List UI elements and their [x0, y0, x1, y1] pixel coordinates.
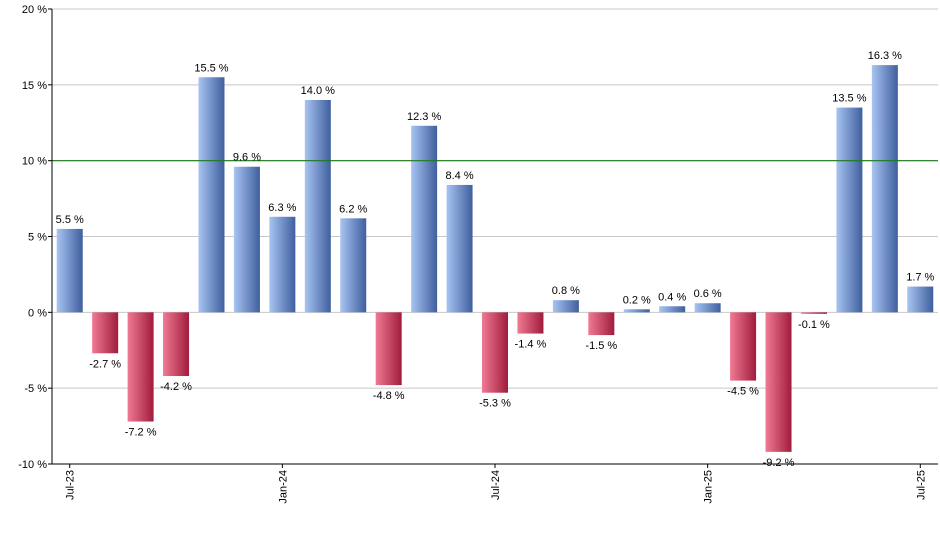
bars: [56, 65, 934, 452]
bar: [269, 216, 296, 313]
grid-lines: [52, 8, 938, 465]
data-label: 14.0 %: [301, 85, 335, 97]
bar: [56, 228, 83, 313]
x-tick-label: Jul-23: [65, 470, 77, 500]
x-tick-label: Jan-24: [277, 470, 289, 504]
data-label: 0.2 %: [623, 294, 651, 306]
data-label: 13.5 %: [832, 93, 866, 105]
data-label: -4.8 %: [373, 390, 405, 402]
bar: [340, 218, 367, 313]
bar: [446, 184, 473, 313]
bar: [127, 312, 154, 422]
data-label: 5.5 %: [56, 214, 84, 226]
data-label: 6.2 %: [339, 203, 367, 215]
bar: [233, 166, 260, 313]
data-label: 0.4 %: [658, 291, 686, 303]
bar: [482, 312, 508, 393]
bar: [552, 300, 579, 313]
bar: [517, 312, 544, 334]
bar: [163, 312, 190, 377]
y-tick-label: 10 %: [22, 156, 47, 168]
data-label: -4.5 %: [727, 386, 759, 398]
data-label: -5.3 %: [479, 398, 511, 410]
bar: [836, 107, 863, 313]
bar: [800, 312, 827, 314]
data-label: 0.8 %: [552, 285, 580, 297]
bar: [730, 312, 757, 381]
data-label: -1.4 %: [515, 339, 547, 351]
data-label: -7.2 %: [125, 427, 157, 439]
bar: [871, 65, 898, 313]
bar: [411, 125, 438, 313]
bar: [765, 312, 792, 452]
bar: [694, 303, 721, 313]
bar: [659, 306, 686, 313]
y-tick-label: -10 %: [18, 459, 47, 471]
x-tick-label: Jan-25: [703, 470, 715, 504]
bar: [623, 309, 650, 313]
y-tick-label: 20 %: [22, 4, 47, 16]
bar: [375, 312, 402, 386]
data-label: -2.7 %: [89, 358, 121, 370]
data-label: 8.4 %: [445, 170, 473, 182]
y-tick-label: -5 %: [24, 383, 47, 395]
axes: 20 % 15 % 10 % 5 % 0 % -5 % -10 % Jul-23 Jan-24 J…: [18, 4, 938, 504]
data-label: -0.1 %: [798, 319, 830, 331]
x-tick-label: Jul-25: [915, 470, 927, 500]
bar: [588, 312, 615, 336]
bar: [92, 312, 119, 354]
bar: [907, 286, 934, 313]
data-label: 9.6 %: [233, 152, 261, 164]
data-label: 12.3 %: [407, 111, 441, 123]
y-tick-label: 5 %: [28, 232, 47, 244]
data-label: 1.7 %: [906, 272, 934, 284]
bar: [198, 77, 225, 313]
data-label: 16.3 %: [868, 50, 902, 62]
y-tick-label: 0 %: [28, 307, 47, 319]
data-label: -4.2 %: [160, 381, 192, 393]
data-label: 15.5 %: [194, 62, 228, 74]
data-label: 6.3 %: [268, 202, 296, 214]
y-tick-label: 15 %: [22, 80, 47, 92]
value-labels: 5.5 % -2.7 % -7.2 % -4.2 % 15.5 % 9.6 % 6.3 % 1…: [56, 50, 935, 469]
x-tick-label: Jul-24: [490, 470, 502, 500]
data-label: -9.2 %: [763, 457, 795, 469]
bar: [304, 100, 331, 313]
data-label: -1.5 %: [585, 340, 617, 352]
data-label: 0.6 %: [694, 288, 722, 300]
